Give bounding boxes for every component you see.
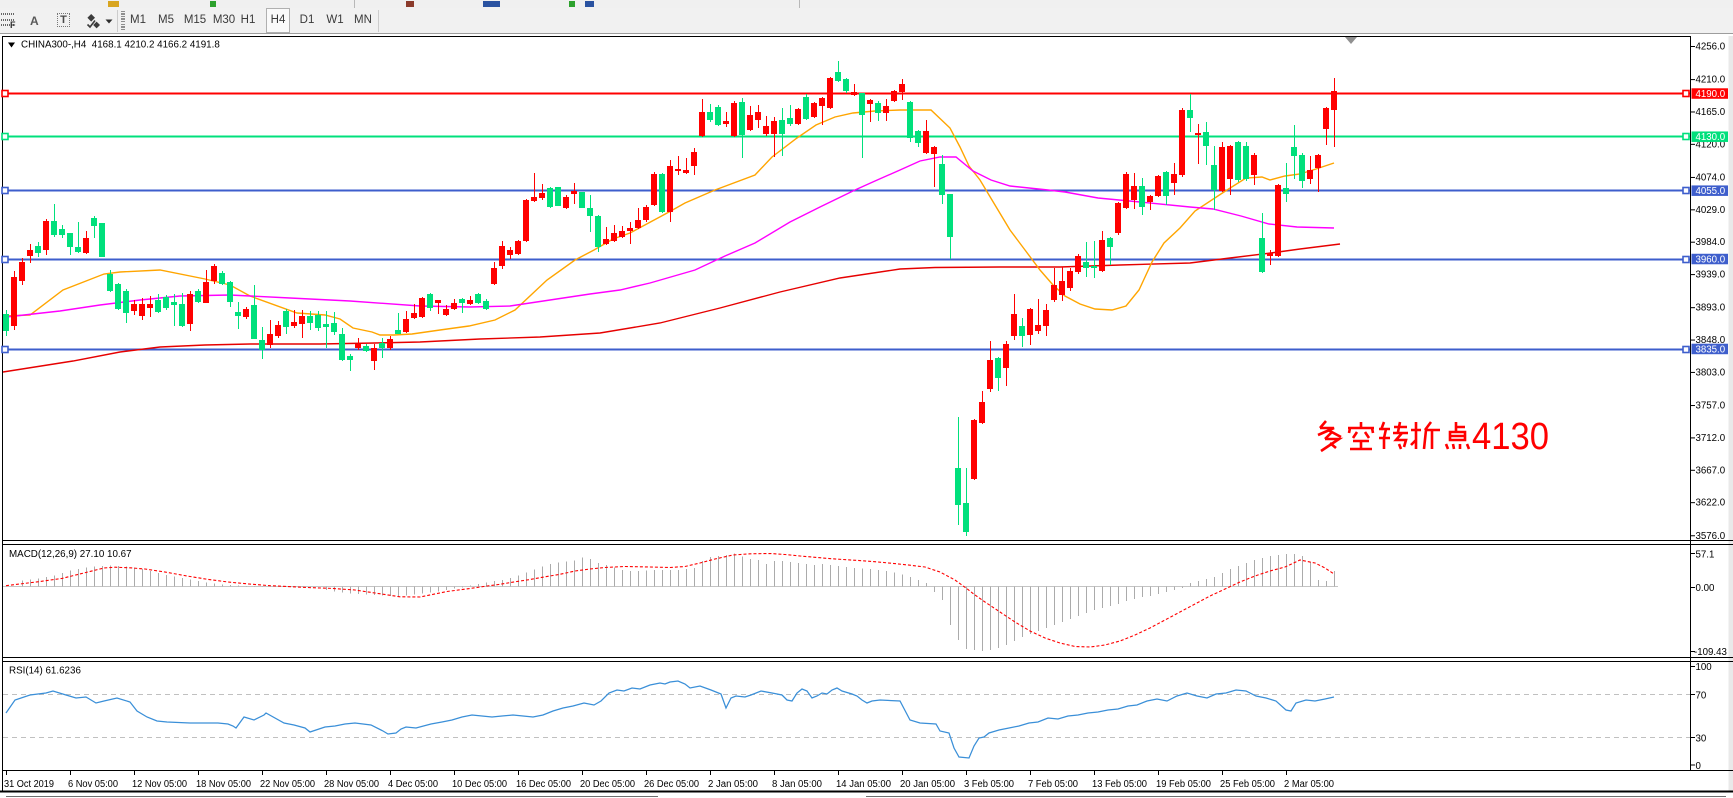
svg-text:20 Dec 05:00: 20 Dec 05:00: [580, 779, 636, 790]
svg-text:4190.0: 4190.0: [1696, 89, 1726, 100]
svg-text:13 Feb 05:00: 13 Feb 05:00: [1092, 779, 1148, 790]
svg-text:22 Nov 05:00: 22 Nov 05:00: [260, 779, 316, 790]
svg-text:25 Feb 05:00: 25 Feb 05:00: [1220, 779, 1276, 790]
svg-text:3 Feb 05:00: 3 Feb 05:00: [964, 779, 1015, 790]
svg-text:3984.0: 3984.0: [1696, 237, 1726, 248]
svg-text:3622.0: 3622.0: [1696, 498, 1726, 509]
svg-text:57.1: 57.1: [1696, 549, 1715, 560]
svg-text:6 Nov 05:00: 6 Nov 05:00: [68, 779, 119, 790]
svg-text:4 Dec 05:00: 4 Dec 05:00: [388, 779, 439, 790]
svg-text:4210.0: 4210.0: [1696, 75, 1726, 86]
svg-text:70: 70: [1696, 690, 1707, 701]
svg-text:3803.0: 3803.0: [1696, 367, 1726, 378]
svg-text:14 Jan 05:00: 14 Jan 05:00: [836, 779, 892, 790]
svg-text:100: 100: [1696, 662, 1713, 673]
svg-text:4029.0: 4029.0: [1696, 205, 1726, 216]
svg-text:0.00: 0.00: [1696, 583, 1715, 594]
svg-text:16 Dec 05:00: 16 Dec 05:00: [516, 779, 572, 790]
svg-text:4130.0: 4130.0: [1696, 132, 1726, 143]
svg-text:3848.0: 3848.0: [1696, 335, 1726, 346]
svg-text:CHINA300-,H4 4168.1 4210.2 41: CHINA300-,H4 4168.1 4210.2 4166.2 4191.8: [21, 40, 220, 51]
svg-text:26 Dec 05:00: 26 Dec 05:00: [644, 779, 700, 790]
svg-text:MACD(12,26,9) 27.10 10.67: MACD(12,26,9) 27.10 10.67: [9, 549, 132, 560]
svg-text:0: 0: [1696, 761, 1702, 772]
svg-text:19 Feb 05:00: 19 Feb 05:00: [1156, 779, 1212, 790]
svg-text:7 Feb 05:00: 7 Feb 05:00: [1028, 779, 1079, 790]
svg-text:3757.0: 3757.0: [1696, 401, 1726, 412]
svg-text:4055.0: 4055.0: [1696, 186, 1726, 197]
svg-text:31 Oct 2019: 31 Oct 2019: [4, 779, 54, 790]
svg-text:2 Mar 05:00: 2 Mar 05:00: [1284, 779, 1335, 790]
svg-text:3835.0: 3835.0: [1696, 344, 1726, 355]
svg-text:4120.0: 4120.0: [1696, 139, 1726, 150]
svg-text:10 Dec 05:00: 10 Dec 05:00: [452, 779, 508, 790]
svg-text:4074.0: 4074.0: [1696, 172, 1726, 183]
svg-text:3576.0: 3576.0: [1696, 531, 1726, 542]
svg-text:28 Nov 05:00: 28 Nov 05:00: [324, 779, 380, 790]
svg-text:18 Nov 05:00: 18 Nov 05:00: [196, 779, 252, 790]
svg-text:8 Jan 05:00: 8 Jan 05:00: [772, 779, 823, 790]
svg-text:RSI(14) 61.6236: RSI(14) 61.6236: [9, 666, 81, 677]
svg-text:3939.0: 3939.0: [1696, 270, 1726, 281]
svg-text:3893.0: 3893.0: [1696, 303, 1726, 314]
svg-text:3667.0: 3667.0: [1696, 465, 1726, 476]
svg-text:20 Jan 05:00: 20 Jan 05:00: [900, 779, 956, 790]
svg-text:4165.0: 4165.0: [1696, 107, 1726, 118]
svg-text:4256.0: 4256.0: [1696, 42, 1726, 53]
svg-text:4130: 4130: [1472, 416, 1549, 458]
svg-text:3712.0: 3712.0: [1696, 433, 1726, 444]
svg-text:30: 30: [1696, 733, 1707, 744]
svg-text:-109.43: -109.43: [1694, 647, 1727, 658]
svg-text:2 Jan 05:00: 2 Jan 05:00: [708, 779, 759, 790]
svg-text:12 Nov 05:00: 12 Nov 05:00: [132, 779, 188, 790]
svg-text:3960.0: 3960.0: [1696, 254, 1726, 265]
